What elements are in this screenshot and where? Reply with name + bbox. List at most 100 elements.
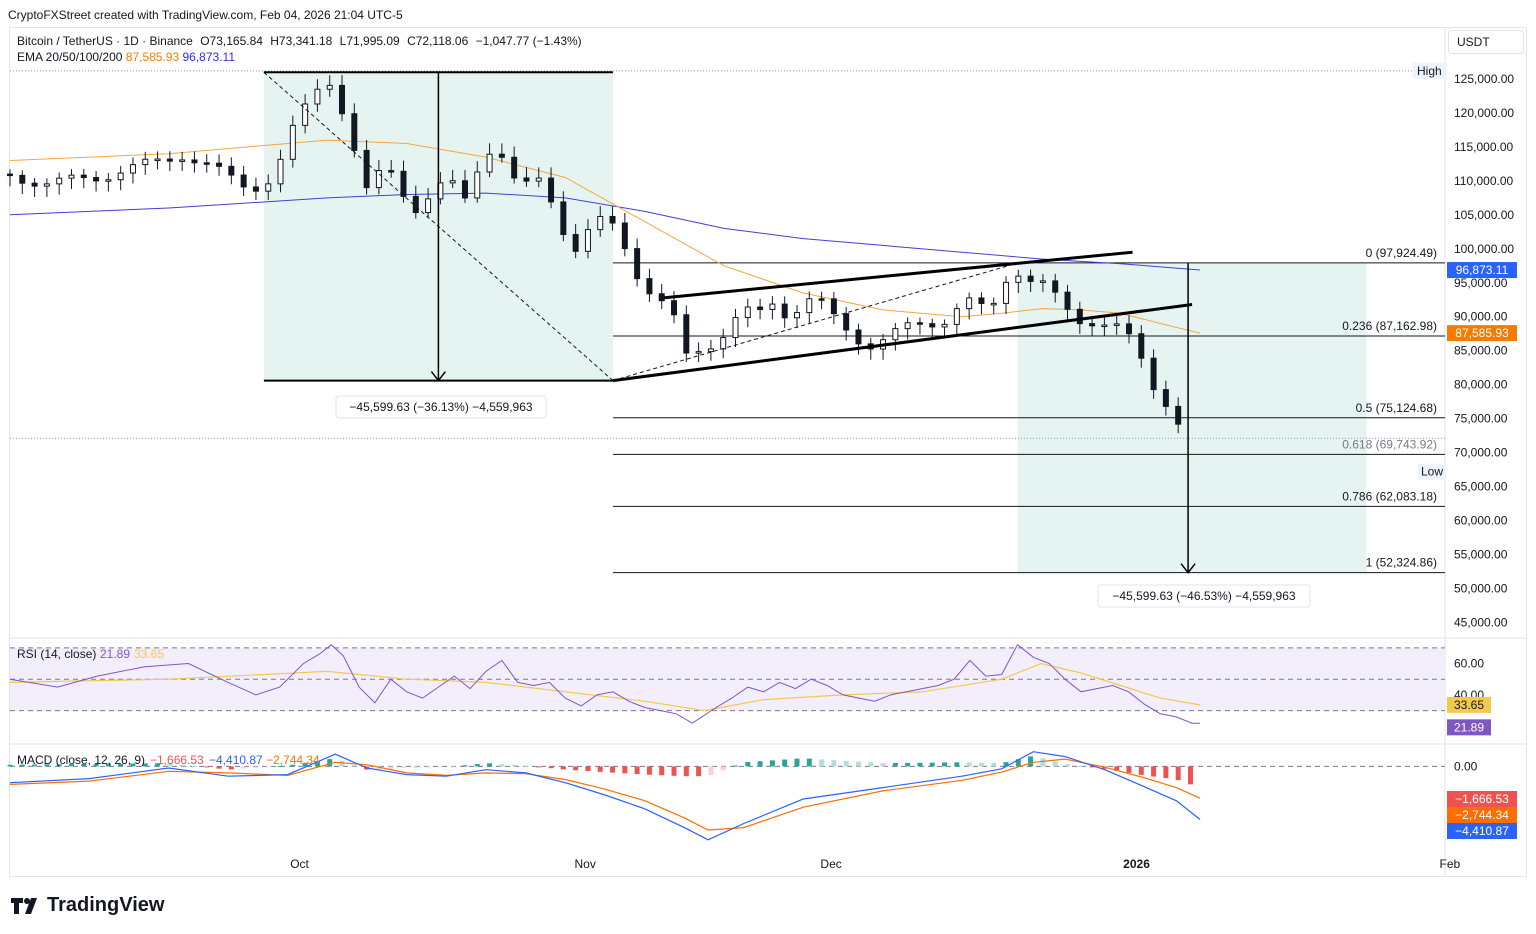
price-axis-label: 45,000.00 bbox=[1454, 615, 1508, 629]
macd-histogram-bar bbox=[708, 766, 714, 776]
macd-legend-signal: −2,744.34 bbox=[266, 753, 320, 767]
macd-histogram-bar bbox=[68, 764, 74, 767]
candle-body bbox=[203, 162, 210, 165]
macd-histogram-bar bbox=[204, 766, 210, 768]
ohlc-open: O73,165.84 bbox=[200, 34, 263, 48]
macd-histogram-bar bbox=[290, 764, 296, 767]
candle-body bbox=[216, 162, 223, 167]
rsi-legend-value: 21.89 bbox=[100, 647, 130, 661]
high-label: High bbox=[1417, 64, 1442, 78]
candle-body bbox=[830, 298, 837, 315]
candle-body bbox=[892, 328, 899, 341]
candle-body bbox=[1015, 275, 1022, 283]
candle-body bbox=[953, 308, 960, 325]
candle-body bbox=[31, 182, 38, 187]
candle-body bbox=[929, 323, 936, 328]
macd-histogram-bar bbox=[1138, 766, 1144, 775]
candle-body bbox=[43, 183, 50, 187]
high-badge bbox=[1413, 62, 1447, 79]
chart-frame bbox=[9, 27, 1527, 877]
rsi-ma-tag bbox=[1447, 696, 1491, 713]
candle-body bbox=[1076, 308, 1083, 325]
macd-histogram-bar bbox=[573, 766, 579, 771]
price-axis-label: 60,000.00 bbox=[1454, 514, 1508, 528]
macd-histogram-bar bbox=[474, 764, 480, 767]
candle-body bbox=[695, 351, 702, 354]
candle-body bbox=[744, 306, 751, 319]
candle-body bbox=[474, 171, 481, 199]
measure-1-label: −45,599.63 (−36.13%) −4,559,963 bbox=[349, 400, 532, 414]
macd-histogram-bar bbox=[892, 763, 898, 767]
tradingview-logo[interactable]: TradingView bbox=[11, 894, 164, 917]
candle-body bbox=[769, 303, 776, 310]
macd-histogram-bar bbox=[769, 760, 775, 767]
measure-1-box bbox=[335, 395, 547, 419]
macd-histogram-bar bbox=[155, 763, 161, 767]
currency-selector[interactable]: USDT bbox=[1448, 30, 1524, 54]
candle-body bbox=[19, 174, 26, 184]
candle-body bbox=[904, 322, 911, 330]
macd-histogram-bar bbox=[855, 761, 861, 767]
candle-body bbox=[228, 165, 235, 176]
measure-2-label: −45,599.63 (−46.53%) −4,559,963 bbox=[1112, 589, 1295, 603]
candle-body bbox=[117, 172, 124, 181]
macd-histogram-bar bbox=[167, 763, 173, 767]
time-axis-label: Oct bbox=[290, 857, 309, 871]
candle-body bbox=[142, 158, 149, 166]
macd-histogram-bar bbox=[265, 766, 271, 768]
macd-histogram-bar bbox=[314, 760, 320, 767]
candle-body bbox=[1162, 389, 1169, 407]
candle-body bbox=[388, 170, 395, 173]
time-axis-label: Dec bbox=[820, 857, 841, 871]
macd-histogram-bar bbox=[1065, 764, 1071, 767]
candle-body bbox=[732, 317, 739, 339]
macd-histogram-bar bbox=[327, 759, 333, 767]
ema-legend[interactable]: EMA 20/50/100/200 87,585.93 96,873.11 bbox=[17, 50, 235, 64]
macd-histogram-bar bbox=[179, 764, 185, 767]
candle-body bbox=[757, 306, 764, 310]
candle-body bbox=[707, 348, 714, 353]
symbol-name: Bitcoin / TetherUS · 1D · Binance bbox=[17, 34, 193, 48]
macd-histogram-bar bbox=[339, 760, 345, 767]
candle-body bbox=[339, 84, 346, 115]
candle-body bbox=[793, 312, 800, 319]
candle-body bbox=[560, 201, 567, 236]
price-axis-label: 85,000.00 bbox=[1454, 344, 1508, 358]
candle-body bbox=[572, 234, 579, 252]
candle-body bbox=[1052, 280, 1059, 293]
macd-histogram-bar bbox=[228, 766, 234, 770]
macd-tag bbox=[1447, 791, 1517, 807]
macd-histogram-bar bbox=[511, 764, 517, 767]
candle-body bbox=[658, 293, 665, 302]
candle-body bbox=[941, 323, 948, 328]
candle-body bbox=[93, 177, 100, 182]
macd-histogram-bar bbox=[548, 766, 554, 769]
candle-body bbox=[105, 179, 112, 182]
macd-histogram-bar bbox=[634, 766, 640, 775]
candle-body bbox=[683, 314, 690, 354]
macd-histogram-bar bbox=[105, 763, 111, 767]
price-tag-label: 96,873.11 bbox=[1456, 263, 1509, 277]
price-axis-label: 90,000.00 bbox=[1454, 310, 1508, 324]
macd-legend-hist: −1,666.53 bbox=[150, 753, 204, 767]
tradingview-logo-icon bbox=[11, 897, 37, 914]
price-axis-label: 100,000.00 bbox=[1454, 242, 1514, 256]
macd-histogram-bar bbox=[1003, 762, 1009, 767]
candle-body bbox=[671, 300, 678, 316]
price-axis-label: 105,000.00 bbox=[1454, 208, 1514, 222]
symbol-legend[interactable]: Bitcoin / TetherUS · 1D · Binance O73,16… bbox=[17, 34, 586, 48]
candle-body bbox=[1064, 291, 1071, 310]
macd-histogram-bar bbox=[462, 765, 468, 767]
candle-body bbox=[7, 173, 13, 177]
fib-level-label: 1 (52,324.86) bbox=[1366, 556, 1437, 570]
candle-body bbox=[351, 113, 358, 151]
candle-body bbox=[1175, 405, 1182, 425]
candle-body bbox=[68, 174, 75, 179]
candle-body bbox=[412, 195, 419, 214]
candle-body bbox=[449, 180, 456, 184]
chart-svg[interactable]: 125,000.00 120,000.00 115,000.00 110,000.00… bbox=[0, 0, 1536, 880]
macd-histogram-bar bbox=[819, 759, 825, 767]
macd-tag-label: −2,744.34 bbox=[1455, 808, 1509, 822]
price-axis-label: 70,000.00 bbox=[1454, 446, 1508, 460]
macd-histogram-bar bbox=[437, 766, 443, 768]
